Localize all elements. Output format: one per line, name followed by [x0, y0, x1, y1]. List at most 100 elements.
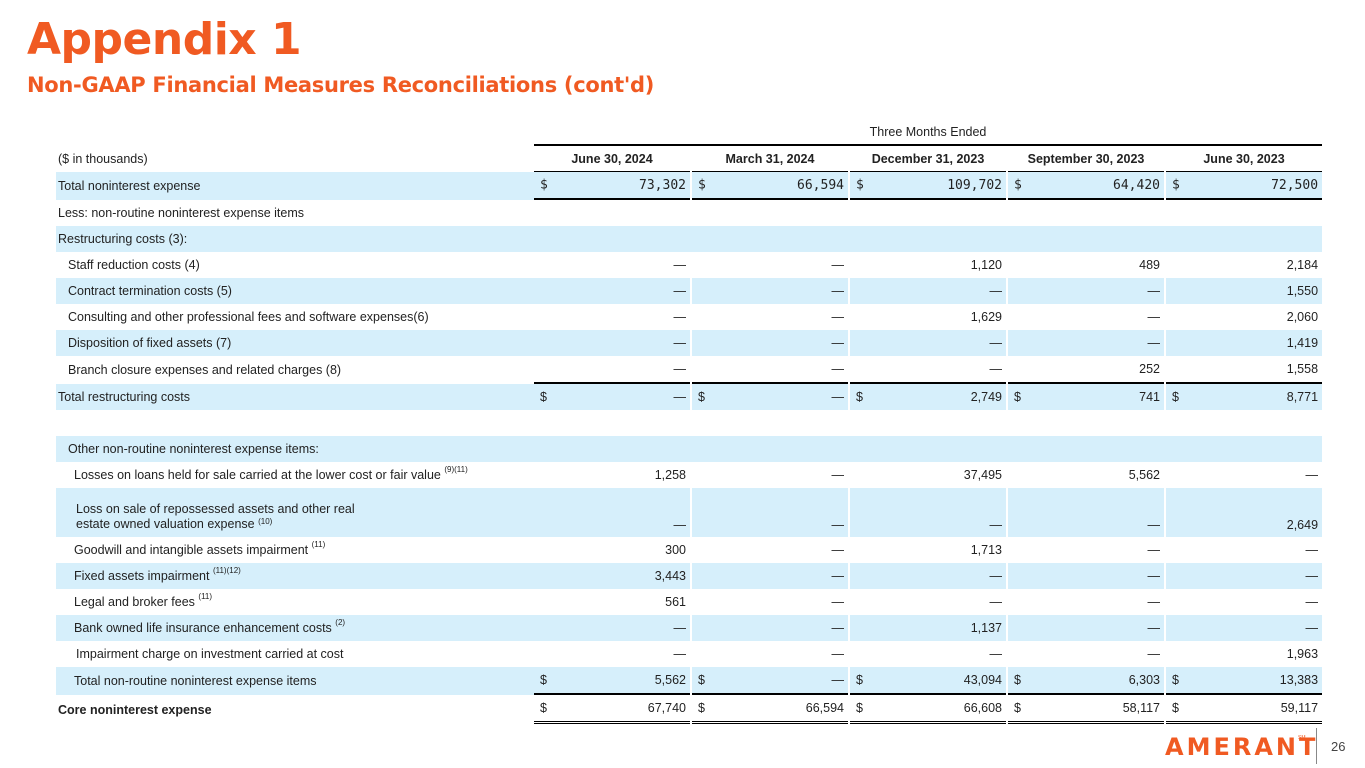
amount-value: —	[692, 615, 848, 641]
table-row: Contract termination costs (5) — — — — 1…	[56, 278, 1323, 304]
table-row: Fixed assets impairment (11)(12) 3,443 —…	[56, 563, 1323, 589]
amount-value: —	[831, 468, 845, 482]
row-label: Impairment charge on investment carried …	[76, 647, 344, 661]
amount-value: —	[1166, 615, 1323, 641]
amount-cell: $109,702	[850, 172, 1006, 200]
amount-value: —	[692, 278, 848, 304]
row-label: Total restructuring costs	[56, 384, 534, 410]
amount-value: 5,562	[654, 673, 686, 687]
amount-value: —	[1147, 543, 1161, 557]
amount-cell: $ —	[692, 384, 848, 410]
column-header: June 30, 2023	[1166, 146, 1323, 172]
table-row: Loss on sale of repossessed assets and o…	[56, 488, 1323, 537]
currency-symbol: $	[698, 177, 706, 193]
amount-value: 2,184	[1286, 258, 1319, 272]
amount-value: —	[1305, 595, 1319, 609]
column-header: September 30, 2023	[1008, 146, 1164, 172]
amount-value: —	[673, 647, 687, 661]
amount-value: —	[831, 673, 845, 687]
row-label-text: Legal and broker fees	[74, 595, 195, 609]
spacer-row	[56, 410, 1322, 436]
amount-value: —	[673, 390, 687, 404]
row-label: Contract termination costs (5)	[56, 278, 534, 304]
row-label: Restructuring costs (3):	[56, 226, 534, 252]
table-row: Losses on loans held for sale carried at…	[56, 462, 1322, 488]
table-row: Staff reduction costs (4) — — 1,120 489 …	[56, 252, 1322, 278]
currency-symbol: $	[698, 673, 705, 687]
amount-value: —	[989, 647, 1003, 661]
table-row: Core noninterest expense $67,740 $66,594…	[56, 695, 1323, 724]
currency-symbol: $	[540, 701, 547, 715]
column-header: June 30, 2024	[534, 146, 690, 172]
amount-value: —	[534, 488, 690, 537]
amount-value: 37,495	[963, 468, 1002, 482]
amount-value: 1,713	[970, 543, 1002, 557]
column-header-row: ($ in thousands) June 30, 2024 March 31,…	[56, 146, 1323, 172]
row-label: Bank owned life insurance enhancement co…	[56, 615, 534, 641]
footnote-ref: (11)	[198, 592, 213, 601]
page-title: Appendix 1	[27, 14, 302, 65]
column-header: March 31, 2024	[692, 146, 848, 172]
header-spacer	[56, 120, 534, 146]
page-subtitle: Non-GAAP Financial Measures Reconciliati…	[27, 73, 655, 97]
amount-value: 489	[1139, 258, 1160, 272]
amount-cell: $43,094	[850, 667, 1006, 695]
amount-value: 109,702	[947, 177, 1002, 193]
amount-value: —	[831, 258, 845, 272]
amount-value: 6,303	[1128, 673, 1160, 687]
footnote-ref: (11)	[311, 540, 326, 549]
amount-value: —	[831, 647, 845, 661]
amount-value: 1,550	[1166, 278, 1323, 304]
amount-value: 1,419	[1166, 330, 1323, 356]
amount-value: —	[1147, 310, 1161, 324]
amount-value: —	[1305, 543, 1319, 557]
amount-value: —	[850, 488, 1006, 537]
currency-symbol: $	[540, 177, 548, 193]
row-label: Disposition of fixed assets (7)	[56, 330, 534, 356]
amount-value: —	[1008, 278, 1164, 304]
amount-cell: $66,594	[692, 695, 848, 724]
amount-value: —	[534, 615, 690, 641]
amount-value: 64,420	[1113, 177, 1160, 193]
amount-value: —	[1147, 647, 1161, 661]
currency-symbol: $	[1172, 701, 1179, 715]
row-label: Legal and broker fees (11)	[56, 589, 534, 615]
footnote-ref: (11)(12)	[212, 566, 241, 575]
amount-value: 43,094	[963, 673, 1002, 687]
footnote-ref: (10)	[258, 517, 273, 526]
amount-value: —	[850, 330, 1006, 356]
amount-value: —	[831, 595, 845, 609]
amount-value: —	[1008, 330, 1164, 356]
amount-value: 741	[1139, 390, 1160, 404]
amount-value: 72,500	[1271, 177, 1319, 193]
amount-value: 1,137	[850, 615, 1006, 641]
table-row: Less: non-routine noninterest expense it…	[56, 200, 1322, 226]
amount-cell: $64,420	[1008, 172, 1164, 200]
amount-value: 13,383	[1279, 673, 1319, 687]
amount-cell: $59,117	[1166, 695, 1323, 724]
amount-value: —	[850, 563, 1006, 589]
currency-symbol: $	[1014, 673, 1021, 687]
amount-value: —	[692, 488, 848, 537]
amount-value: —	[831, 390, 845, 404]
amount-value: —	[850, 278, 1006, 304]
amount-value: 1,963	[1286, 647, 1319, 661]
table-row: Impairment charge on investment carried …	[56, 641, 1322, 667]
amerant-logo: AMERANT	[1165, 733, 1319, 761]
row-label-text: Loss on sale of repossessed assets and o…	[76, 502, 355, 531]
section-header-row: Other non-routine noninterest expense it…	[56, 436, 1323, 462]
table-row: Total restructuring costs $ — $ — $2,749 $…	[56, 384, 1323, 410]
row-label: Core noninterest expense	[58, 702, 212, 717]
currency-symbol: $	[1014, 177, 1022, 193]
amount-value: —	[692, 563, 848, 589]
footnote-ref: (9)(11)	[444, 465, 468, 474]
amount-value: 1,120	[970, 258, 1002, 272]
amount-value: —	[831, 310, 845, 324]
amount-value: —	[989, 595, 1003, 609]
amount-value: —	[534, 356, 690, 384]
currency-symbol: $	[698, 701, 705, 715]
table-row: Total noninterest expense $73,302 $66,59…	[56, 172, 1323, 200]
amount-value: 66,594	[797, 177, 844, 193]
section-header-row: Restructuring costs (3):	[56, 226, 1323, 252]
amount-cell: $741	[1008, 384, 1164, 410]
